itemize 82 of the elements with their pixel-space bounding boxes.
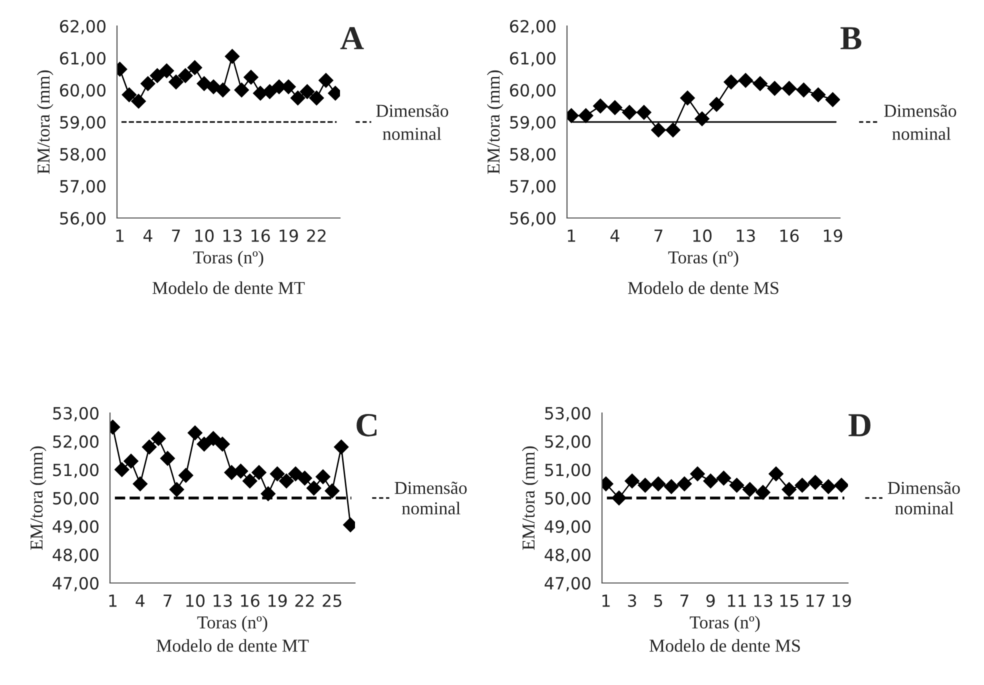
x-tick-label: 19 [824, 229, 842, 242]
ref-line-label: Dimensão nominal [888, 482, 960, 514]
x-tick-label: 16 [241, 594, 260, 608]
y-tick-label: 47,00 [544, 576, 590, 592]
ref-line-label: Dimensão nominal [376, 104, 448, 140]
y-tick-label: 59,00 [510, 116, 556, 130]
x-tick-label: 7 [164, 594, 172, 607]
x-axis-title: Toras (nº) [197, 616, 268, 632]
x-tick-label: 13 [736, 229, 755, 242]
y-tick-label: 61,00 [510, 52, 556, 66]
y-tick-label: 60,00 [510, 84, 556, 98]
x-tick-label: 9 [706, 594, 715, 608]
x-tick-label: 4 [610, 230, 620, 242]
x-tick-label: 19 [268, 594, 287, 608]
x-tick-label: 10 [186, 594, 205, 608]
y-tick-label: 60,00 [60, 84, 106, 98]
y-tick-label: 50,00 [545, 492, 590, 506]
y-tick-label: 57,00 [60, 180, 106, 194]
y-tick-label: 53,00 [53, 406, 98, 422]
y-tick-label: 59,00 [60, 116, 106, 130]
x-tick-label: 4 [143, 230, 152, 242]
x-tick-label: 25 [322, 594, 342, 608]
x-tick-label: 7 [680, 594, 688, 607]
y-axis-title: EM/tora (mm) [36, 70, 54, 174]
y-tick-label: 53,00 [545, 406, 590, 422]
chart-title: D [848, 414, 870, 436]
y-axis-title: EM/tora (mm) [522, 446, 538, 550]
ref-line-label: Dimensão nominal [884, 104, 956, 140]
x-tick-label: 13 [214, 594, 232, 608]
chart-title: C [356, 414, 377, 436]
y-tick-label: 48,00 [544, 548, 590, 563]
x-tick-label: 19 [280, 229, 298, 242]
x-tick-label: 5 [654, 594, 662, 608]
text: Modelo de dente MS [650, 639, 800, 652]
x-tick-label: 22 [307, 229, 326, 242]
x-axis-title: Toras (nº) [690, 616, 760, 632]
y-tick-label: 47,00 [52, 576, 98, 592]
y-tick-label: 49,00 [544, 520, 590, 535]
x-tick-label: 16 [780, 229, 799, 242]
x-tick-label: 11 [728, 594, 746, 607]
chart-title: B [840, 27, 862, 50]
x-tick-label: 15 [780, 594, 798, 608]
x-tick-label: 13 [754, 594, 772, 608]
x-axis-title: Toras (nº) [193, 250, 264, 268]
y-tick-label: 52,00 [545, 435, 590, 450]
chart-title: A [340, 27, 364, 50]
x-tick-label: 1 [602, 594, 610, 607]
x-axis-title: Toras (nº) [668, 250, 738, 268]
x-tick-label: 7 [172, 230, 180, 242]
x-tick-label: 7 [654, 230, 662, 242]
y-tick-label: 62,00 [510, 20, 556, 34]
y-tick-label: 50,00 [53, 492, 98, 506]
x-tick-label: 16 [252, 229, 270, 242]
y-axis-title: EM/tora (mm) [30, 446, 46, 550]
y-tick-label: 57,00 [510, 180, 556, 194]
x-tick-label: 10 [693, 229, 712, 242]
x-tick-label: 1 [568, 230, 576, 242]
y-tick-label: 56,00 [510, 212, 556, 226]
y-tick-label: 62,00 [60, 20, 106, 34]
x-tick-label: 3 [628, 594, 636, 608]
x-tick-label: 17 [806, 594, 824, 607]
x-tick-label: 13 [223, 229, 242, 242]
y-tick-label: 51,00 [545, 464, 590, 478]
y-tick-label: 56,00 [60, 212, 106, 226]
text: Modelo de dente MT [152, 281, 305, 294]
y-tick-label: 61,00 [60, 52, 106, 66]
text: Modelo de dente MS [628, 281, 778, 294]
y-tick-label: 51,00 [53, 464, 98, 478]
y-tick-label: 58,00 [510, 148, 556, 162]
x-tick-label: 1 [116, 230, 124, 242]
y-tick-label: 49,00 [52, 520, 98, 535]
x-tick-label: 22 [295, 594, 314, 607]
y-tick-label: 48,00 [52, 548, 98, 563]
x-tick-label: 10 [195, 229, 214, 242]
y-tick-label: 58,00 [60, 148, 106, 162]
y-tick-label: 52,00 [53, 435, 98, 450]
x-tick-label: 4 [136, 594, 145, 607]
x-tick-label: 1 [109, 594, 117, 607]
ref-line-label: Dimensão nominal [394, 482, 467, 514]
y-axis-title: EM/tora (mm) [486, 70, 504, 174]
x-tick-label: 19 [832, 594, 851, 608]
text: Modelo de dente MT [156, 639, 309, 652]
